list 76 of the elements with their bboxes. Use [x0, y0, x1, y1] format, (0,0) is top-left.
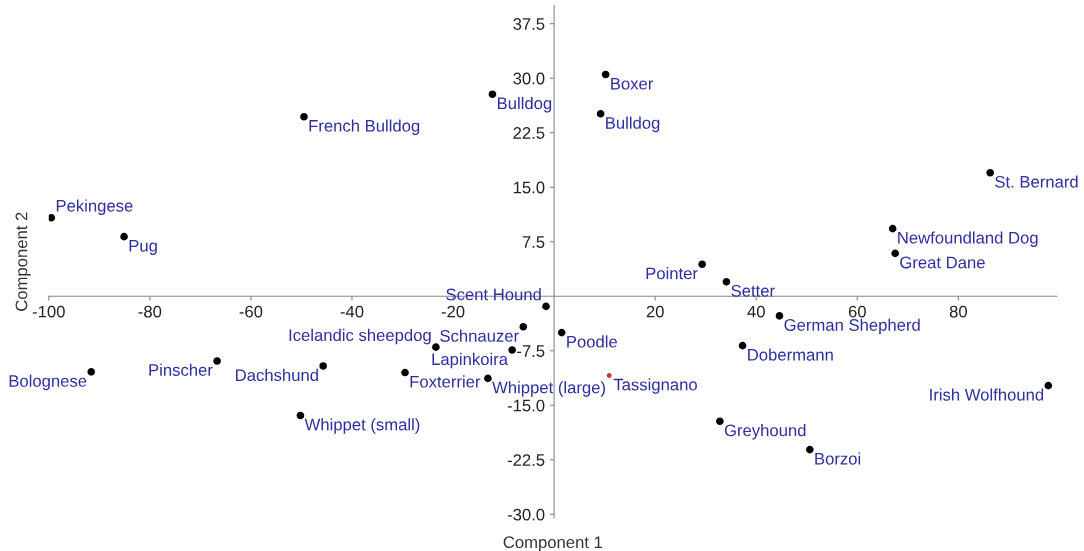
x-tick-label: -60: [239, 305, 263, 318]
point: [401, 368, 409, 377]
annotation: Dobermann: [748, 348, 833, 361]
annotation: Bulldog: [497, 96, 552, 113]
y-tick-label: -7.5: [517, 345, 545, 357]
point: [738, 341, 747, 350]
y-tick-label: -15.0: [507, 399, 545, 412]
annotation: Newfoundland Dog: [898, 231, 1038, 247]
point: [805, 445, 814, 454]
annotation: Pointer: [646, 267, 698, 280]
y-tick-label: -22.5: [507, 454, 545, 466]
x-tick-label: 40: [747, 305, 765, 318]
y-tick-label: 37.5: [513, 18, 545, 30]
annotation: Lapinkoira: [432, 352, 508, 369]
point: [319, 362, 327, 370]
annotation: Bulldog: [606, 116, 660, 133]
x-tick-label: -40: [340, 305, 364, 318]
annotation: Bolognese: [9, 374, 87, 391]
point: [775, 312, 784, 320]
annotation: Whippet (small): [304, 418, 420, 434]
point: [606, 373, 612, 378]
point: [596, 110, 605, 118]
point: [213, 357, 221, 365]
point: [698, 260, 706, 269]
point: [1044, 381, 1053, 390]
point: [519, 322, 528, 331]
annotation: Boxer: [611, 77, 654, 90]
x-axis-title: Component 1: [503, 536, 603, 551]
annotation: Borzoi: [815, 452, 861, 465]
annotation: French Bulldog: [309, 119, 420, 136]
point: [557, 328, 566, 337]
point: [300, 112, 308, 121]
x-tick-label: 20: [646, 305, 664, 318]
annotation: Pug: [129, 240, 157, 255]
point: [296, 411, 305, 420]
annotation: Foxterrier: [410, 375, 481, 388]
point: [986, 168, 994, 177]
y-tick-label: 15.0: [513, 181, 545, 194]
point: [722, 277, 731, 286]
point: [120, 232, 128, 241]
point: [601, 70, 610, 79]
point: [716, 417, 724, 426]
annotation: Greyhound: [724, 424, 806, 440]
y-tick-label: 22.5: [513, 127, 545, 139]
x-tick-label: 60: [848, 305, 866, 318]
annotation: Scent Hound: [446, 288, 541, 301]
annotation: German Shepherd: [784, 318, 920, 335]
annotation: Whippet (large): [492, 381, 605, 397]
y-tick-label: 7.5: [522, 236, 545, 248]
x-tick-label: -100: [32, 305, 65, 318]
y-axis-title: Component 2: [15, 212, 31, 311]
point: [542, 302, 550, 311]
annotation: Pekingese: [56, 199, 133, 215]
annotation: St. Bernard: [995, 175, 1078, 188]
annotation: Setter: [731, 284, 775, 297]
x-tick-label: -20: [441, 305, 465, 318]
point: [508, 346, 516, 354]
annotation: Pinscher: [149, 363, 213, 376]
annotation: Great Dane: [900, 256, 985, 269]
x-tick-label: -80: [138, 305, 162, 318]
y-tick-label: 30.0: [513, 72, 545, 85]
point: [87, 368, 96, 376]
point: [484, 374, 492, 383]
annotation: Dachshund: [236, 368, 318, 382]
y-tick-label: -30.0: [507, 508, 545, 521]
annotation: Irish Wolfhound: [930, 388, 1044, 401]
annotation: Icelandic sheepdog: [289, 328, 431, 345]
annotation: Tassignano: [613, 378, 697, 394]
point: [432, 343, 440, 351]
annotation: Schnauzer: [440, 329, 519, 342]
point: [48, 213, 56, 222]
point: [488, 90, 497, 98]
point: [891, 249, 899, 258]
annotation: Poodle: [567, 335, 618, 348]
point: [888, 224, 897, 233]
x-tick-label: 80: [949, 305, 967, 318]
